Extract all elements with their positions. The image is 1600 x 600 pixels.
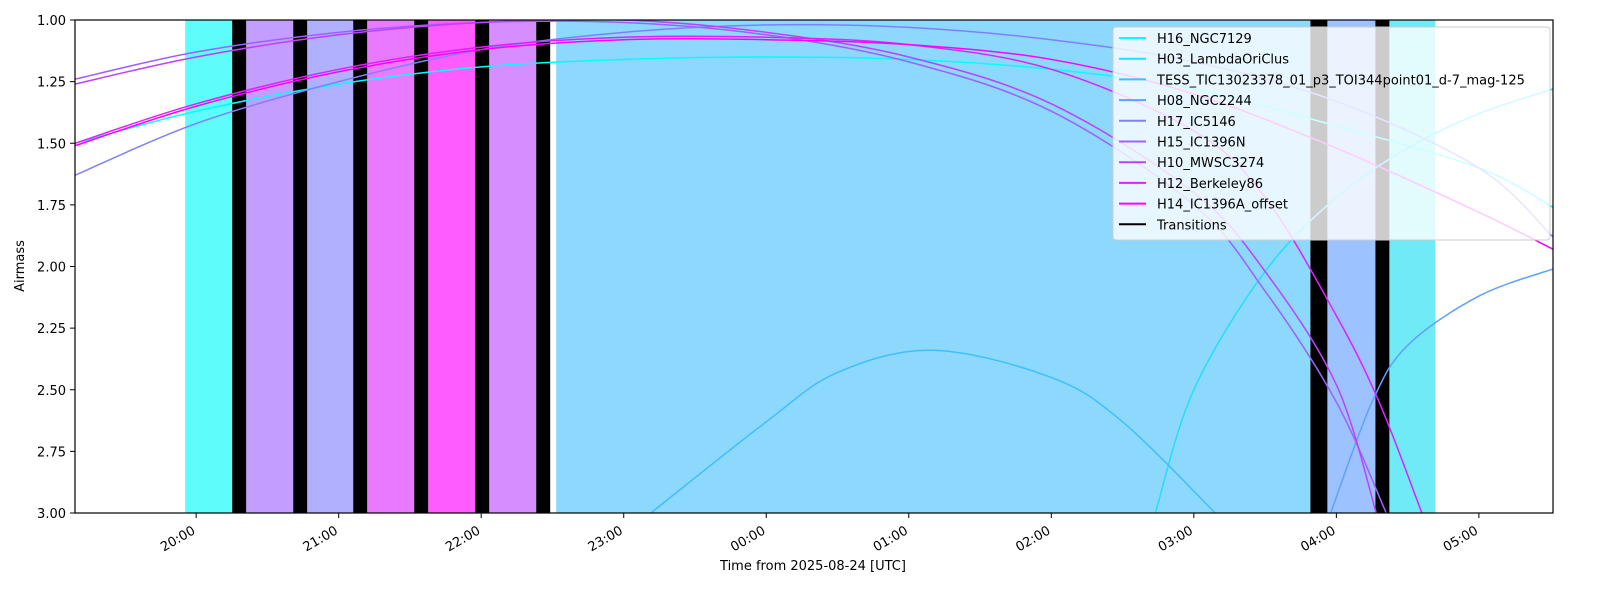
observing-block <box>307 20 354 513</box>
legend: H16_NGC7129 H03_LambdaOriClus TESS_TIC1302… <box>1112 26 1551 241</box>
transition <box>536 20 551 513</box>
airmass-curve <box>75 20 1377 513</box>
x-tick-label: 03:00 <box>1156 523 1196 555</box>
legend-label: H15_IC1396N <box>1157 136 1246 151</box>
transition <box>353 20 368 513</box>
observing-block <box>489 20 537 513</box>
y-tick-label: 2.25 <box>37 322 66 337</box>
legend-label: H12_Berkeley86 <box>1157 177 1263 192</box>
y-tick-label: 1.75 <box>37 199 66 214</box>
legend-label: TESS_TIC13023378_01_p3_TOI344point01_d-7… <box>1156 73 1525 88</box>
x-tick-label: 00:00 <box>728 523 768 555</box>
x-axis-label: Time from 2025-08-24 [UTC] <box>719 559 906 574</box>
transition <box>232 20 247 513</box>
y-tick-label: 1.50 <box>37 137 66 152</box>
x-tick-label: 22:00 <box>443 523 483 555</box>
x-tick-label: 20:00 <box>158 523 198 555</box>
transition <box>293 20 308 513</box>
legend-label: H03_LambdaOriClus <box>1157 53 1289 68</box>
y-tick-label: 3.00 <box>37 507 66 522</box>
observing-block <box>246 20 294 513</box>
y-tick-label: 2.50 <box>37 384 66 399</box>
airmass-curve <box>1329 268 1553 513</box>
x-tick-label: 21:00 <box>301 523 341 555</box>
observing-block <box>428 20 476 513</box>
x-tick-label: 04:00 <box>1298 523 1338 555</box>
x-tick-label: 01:00 <box>871 523 911 555</box>
y-tick-label: 1.25 <box>37 76 66 91</box>
y-axis-label: Airmass <box>13 240 28 292</box>
transition <box>475 20 490 513</box>
legend-label: H10_MWSC3274 <box>1157 156 1264 171</box>
y-tick-label: 1.00 <box>37 14 66 29</box>
airmass-curve <box>650 349 1216 513</box>
x-tick-label: 05:00 <box>1441 523 1481 555</box>
legend-label: H16_NGC7129 <box>1157 32 1252 47</box>
y-tick-label: 2.00 <box>37 261 66 276</box>
legend-box <box>1112 26 1551 241</box>
legend-label: H17_IC5146 <box>1157 115 1236 130</box>
legend-label: H14_IC1396A_offset <box>1157 198 1288 213</box>
y-tick-label: 2.75 <box>37 445 66 460</box>
x-tick-label: 23:00 <box>586 523 626 555</box>
transition <box>414 20 429 513</box>
observing-block <box>367 20 415 513</box>
x-tick-label: 02:00 <box>1013 523 1053 555</box>
observing-block <box>185 20 233 513</box>
legend-label: H08_NGC2244 <box>1157 94 1252 109</box>
legend-label: Transitions <box>1156 218 1227 233</box>
airmass-curve <box>75 20 1387 513</box>
